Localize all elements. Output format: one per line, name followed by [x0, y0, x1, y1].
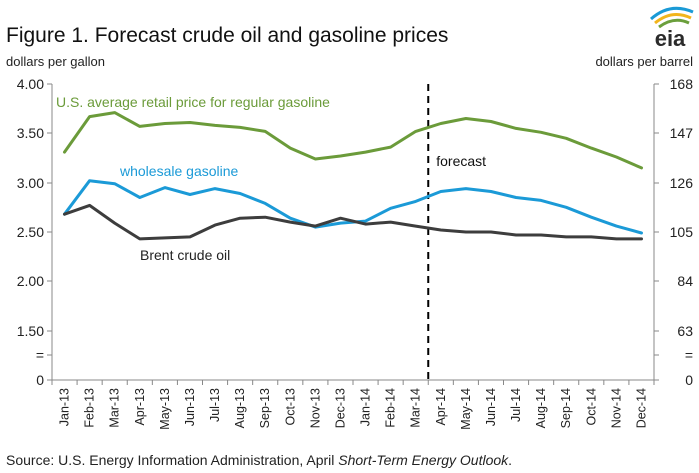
logo-arc-yellow: [654, 12, 692, 25]
chart-title: Figure 1. Forecast crude oil and gasolin…: [6, 24, 448, 47]
labels-layer: U.S. average retail price for regular ga…: [56, 94, 330, 263]
series-label-brent-crude: Brent crude oil: [140, 247, 230, 263]
x-tick-label: Mar-13: [108, 388, 122, 428]
x-tick-label: Jun-13: [183, 388, 197, 426]
logo-text: eia: [655, 26, 686, 51]
axes: 4.00 3.50 3.00 2.50 2.00 1.50 = 0 168 147 126 105 84…: [17, 76, 693, 430]
right-tick-label: 63: [677, 323, 693, 339]
left-tick-label: =: [36, 347, 44, 363]
series-line-retail-gasoline: [63, 111, 643, 170]
x-tick-label: Jul-14: [509, 388, 523, 422]
x-tick-label: Aug-14: [534, 388, 548, 428]
source-note: Source: U.S. Energy Information Administ…: [6, 452, 512, 468]
x-tick-label: Dec-14: [634, 388, 648, 428]
x-tick-label: Feb-13: [83, 388, 97, 428]
series-line-wholesale-gasoline: [63, 179, 643, 235]
logo-arc-green: [658, 18, 690, 29]
x-tick-label: Apr-14: [434, 388, 448, 426]
x-tick-label: Nov-13: [308, 388, 322, 428]
x-tick-label: Feb-14: [384, 388, 398, 428]
left-tick-label: 3.50: [17, 125, 44, 141]
right-axis-unit: dollars per barrel: [595, 54, 693, 69]
x-tick-label: Sep-13: [258, 388, 272, 428]
left-tick-label: 2.50: [17, 224, 44, 240]
source-italic: Short-Term Energy Outlook: [338, 452, 509, 468]
source-prefix: Source: U.S. Energy Information Administ…: [6, 452, 338, 468]
forecast-label: forecast: [436, 153, 486, 169]
left-tick-label: 4.00: [17, 76, 44, 92]
left-tick-label: 0: [36, 372, 44, 388]
x-tick-label: Jan-13: [58, 388, 72, 426]
right-tick-label: =: [685, 347, 693, 363]
left-tick-label: 3.00: [17, 175, 44, 191]
x-tick-label: Oct-13: [283, 388, 297, 426]
left-axis-unit: dollars per gallon: [6, 54, 105, 69]
x-tick-label: Nov-14: [609, 388, 623, 428]
series-label-retail-gasoline: U.S. average retail price for regular ga…: [56, 94, 330, 110]
series-layer: [63, 111, 643, 241]
left-tick-label: 2.00: [17, 273, 44, 289]
right-tick-label: 147: [670, 125, 694, 141]
x-tick-label: May-14: [459, 388, 473, 430]
left-tick-label: 1.50: [17, 323, 44, 339]
x-tick-label: Oct-14: [584, 388, 598, 426]
right-tick-label: 105: [670, 224, 694, 240]
x-tick-label: Jun-14: [484, 388, 498, 426]
series-line-brent-crude: [63, 203, 643, 241]
right-tick-label: 168: [670, 76, 694, 92]
series-label-wholesale-gasoline: wholesale gasoline: [119, 163, 239, 179]
source-suffix: .: [508, 452, 512, 468]
x-tick-label: Sep-14: [559, 388, 573, 428]
x-tick-label: Jan-14: [359, 388, 373, 426]
x-tick-label: Jul-13: [208, 388, 222, 422]
right-tick-label: 126: [670, 175, 694, 191]
eia-logo: eia: [650, 6, 694, 51]
right-tick-label: 84: [677, 273, 693, 289]
x-tick-label: May-13: [158, 388, 172, 430]
x-tick-label: Mar-14: [409, 388, 423, 428]
right-tick-label: 0: [685, 372, 693, 388]
logo-arc-blue: [650, 6, 694, 21]
x-tick-label: Dec-13: [333, 388, 347, 428]
x-tick-label: Apr-13: [133, 388, 147, 426]
x-tick-label: Aug-13: [233, 388, 247, 428]
